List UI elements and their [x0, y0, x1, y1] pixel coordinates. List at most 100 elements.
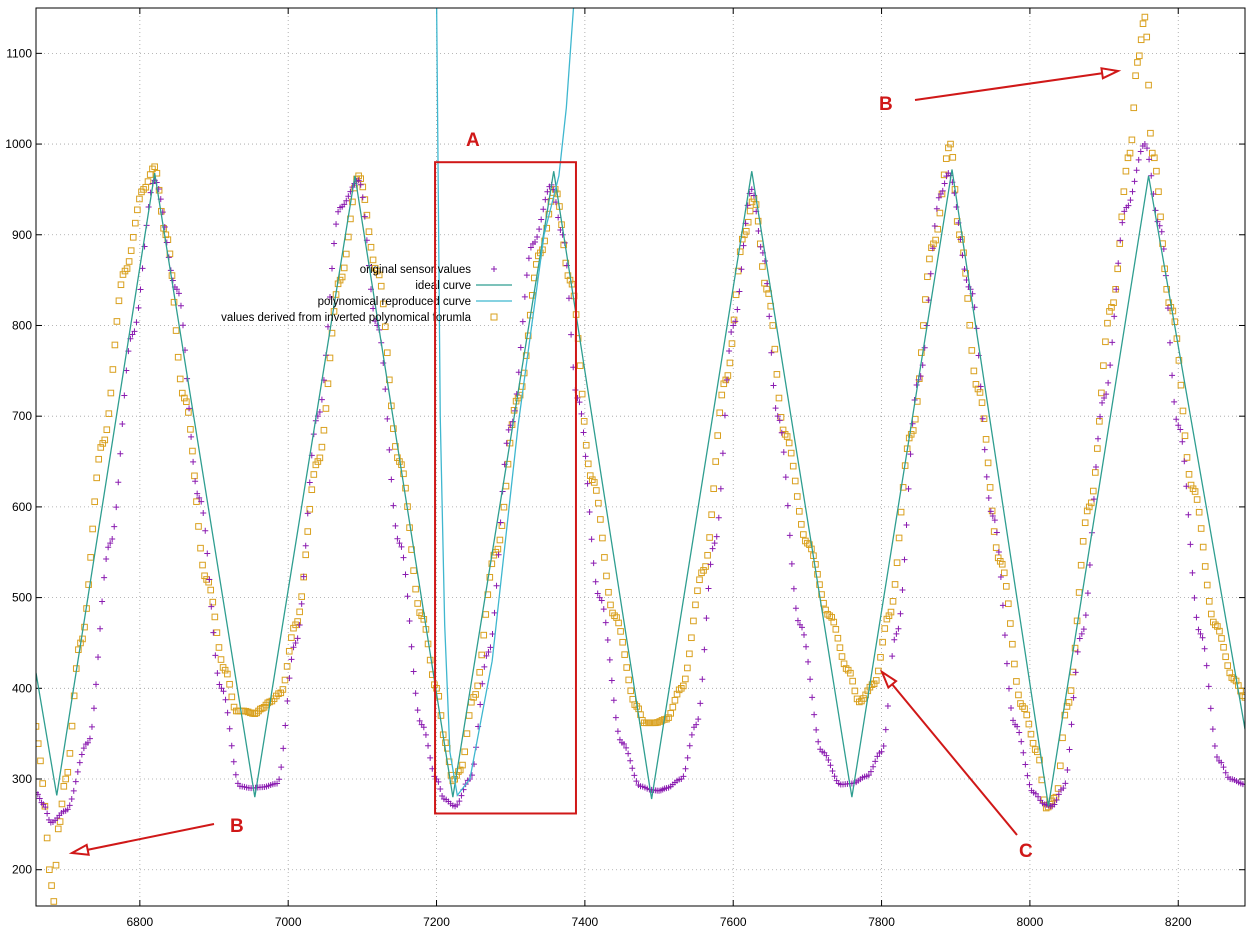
data-point — [37, 757, 44, 765]
data-point — [544, 188, 551, 195]
data-point — [867, 768, 874, 775]
data-point — [1137, 148, 1144, 155]
data-point — [997, 573, 1004, 580]
data-point — [113, 318, 121, 325]
data-point — [734, 306, 741, 313]
data-point — [724, 372, 732, 379]
data-point — [884, 702, 891, 709]
data-point — [487, 644, 494, 651]
data-point — [1117, 237, 1124, 244]
data-point — [119, 271, 127, 278]
annotation-arrow-b-top-head — [1100, 67, 1122, 80]
data-point — [513, 390, 520, 397]
data-point — [532, 239, 539, 246]
data-point — [783, 433, 791, 440]
data-point — [1121, 208, 1128, 215]
data-point — [345, 193, 352, 200]
data-point — [377, 282, 385, 290]
data-point — [163, 239, 170, 246]
data-point — [357, 181, 364, 188]
data-point — [603, 572, 610, 580]
data-point — [191, 472, 198, 480]
data-point — [109, 366, 117, 373]
data-point — [107, 540, 114, 547]
data-point — [798, 521, 805, 528]
data-point — [1125, 202, 1132, 209]
data-point — [326, 354, 334, 362]
data-point — [924, 273, 931, 281]
data-point — [310, 471, 318, 478]
data-point — [1040, 796, 1048, 804]
data-point — [306, 479, 313, 486]
data-point — [1011, 660, 1018, 668]
data-point — [91, 498, 98, 506]
data-point — [1066, 746, 1073, 753]
data-point — [769, 322, 777, 329]
data-point — [326, 294, 333, 301]
data-point — [1199, 543, 1207, 551]
data-point — [696, 576, 703, 584]
data-point — [1096, 418, 1103, 425]
data-point — [1173, 416, 1180, 423]
data-point — [936, 209, 944, 217]
data-point — [981, 446, 988, 453]
data-point — [726, 359, 734, 367]
data-point — [1239, 692, 1245, 699]
data-point — [322, 405, 330, 412]
data-point — [781, 431, 789, 438]
data-point — [1169, 372, 1176, 379]
data-point — [497, 519, 504, 526]
data-point — [115, 479, 122, 486]
data-point — [851, 687, 859, 695]
data-point — [542, 196, 549, 203]
data-point — [232, 707, 240, 715]
data-point — [597, 516, 604, 523]
data-point — [870, 763, 877, 770]
data-point — [1099, 399, 1106, 406]
data-point — [198, 498, 205, 505]
data-point — [719, 450, 726, 457]
data-point — [701, 646, 708, 653]
data-point — [195, 523, 202, 530]
data-point — [780, 449, 787, 456]
data-point — [202, 527, 209, 534]
data-point — [232, 771, 239, 778]
data-point — [1068, 721, 1075, 728]
data-point — [111, 341, 119, 349]
data-point — [54, 825, 62, 833]
data-point — [601, 554, 608, 561]
data-point — [809, 694, 816, 701]
data-point — [1222, 769, 1229, 776]
data-point — [129, 331, 136, 338]
data-point — [242, 707, 250, 715]
data-point — [907, 451, 914, 458]
data-point — [420, 724, 427, 731]
data-point — [1199, 634, 1206, 641]
data-point — [136, 195, 143, 203]
data-point — [909, 420, 916, 427]
annotation-arrow-b-bottom — [71, 823, 215, 854]
data-point — [962, 270, 969, 277]
data-point — [505, 426, 512, 433]
data-point — [629, 765, 636, 772]
y-tick-label: 700 — [12, 409, 32, 423]
data-point — [827, 762, 834, 769]
data-point — [459, 761, 466, 769]
data-point — [716, 409, 724, 417]
data-point — [123, 367, 130, 374]
data-point — [226, 680, 233, 688]
data-point — [1079, 538, 1087, 545]
data-point — [913, 382, 920, 389]
data-point — [607, 601, 614, 609]
data-point — [623, 744, 630, 751]
data-point — [217, 656, 225, 663]
data-point — [754, 217, 762, 225]
data-point — [949, 154, 957, 161]
data-point — [1101, 395, 1108, 402]
data-point — [840, 660, 848, 668]
data-point — [815, 738, 822, 745]
data-point — [1193, 614, 1200, 621]
data-point — [189, 447, 196, 455]
data-point — [294, 618, 301, 625]
data-point — [503, 440, 510, 447]
